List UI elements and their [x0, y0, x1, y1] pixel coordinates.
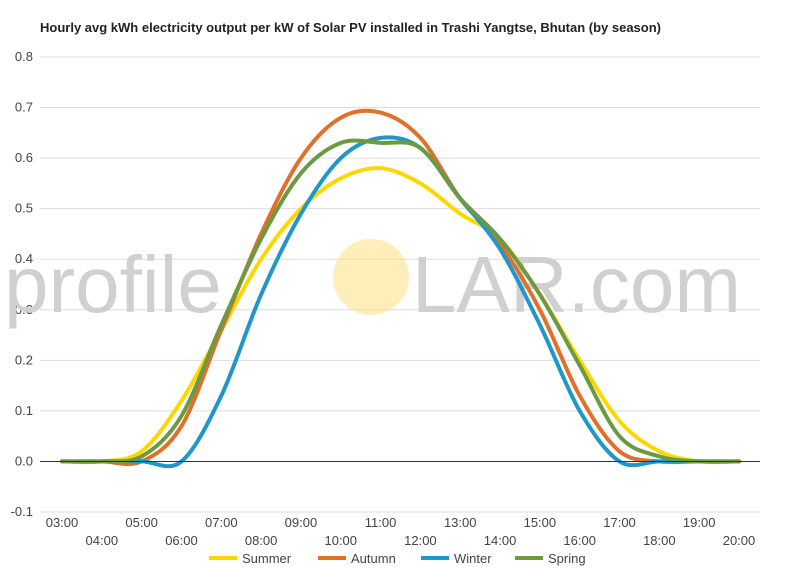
y-tick-label: 0.3: [15, 302, 33, 317]
y-tick-label: -0.1: [11, 504, 33, 519]
watermark: profile S LAR.com: [4, 239, 741, 329]
y-tick-label: 0.0: [15, 453, 33, 468]
legend: Summer Autumn Winter Spring: [209, 551, 586, 566]
x-axis-ticks: 03:00 04:00 05:00 06:00 07:00 08:00 09:00 10:00…: [46, 515, 756, 548]
y-tick-label: 0.1: [15, 403, 33, 418]
legend-label-winter: Winter: [454, 551, 492, 566]
x-tick-label: 03:00: [46, 515, 79, 530]
x-tick-label: 20:00: [723, 533, 756, 548]
x-tick-label: 18:00: [643, 533, 676, 548]
x-tick-label: 05:00: [125, 515, 158, 530]
x-tick-label: 16:00: [563, 533, 596, 548]
x-tick-label: 10:00: [324, 533, 357, 548]
x-tick-label: 09:00: [285, 515, 318, 530]
y-tick-label: 0.5: [15, 201, 33, 216]
y-tick-label: 0.4: [15, 251, 33, 266]
watermark-right: LAR.com: [412, 240, 741, 329]
watermark-sun-letter: S: [346, 240, 399, 329]
x-tick-label: 14:00: [484, 533, 517, 548]
series-line-autumn: [60, 108, 741, 466]
y-tick-label: 0.6: [15, 150, 33, 165]
y-tick-label: 0.2: [15, 352, 33, 367]
x-tick-label: 12:00: [404, 533, 437, 548]
y-tick-label: 0.7: [15, 100, 33, 115]
x-tick-label: 04:00: [86, 533, 119, 548]
x-tick-label: 11:00: [365, 515, 397, 530]
legend-label-summer: Summer: [242, 551, 292, 566]
x-tick-label: 06:00: [165, 533, 198, 548]
x-tick-label: 13:00: [444, 515, 477, 530]
legend-label-spring: Spring: [548, 551, 586, 566]
y-tick-label: 0.8: [15, 49, 33, 64]
chart-title: Hourly avg kWh electricity output per kW…: [40, 20, 661, 35]
legend-label-autumn: Autumn: [351, 551, 396, 566]
series-line-spring: [60, 138, 741, 464]
x-tick-label: 19:00: [683, 515, 716, 530]
series-line-summer: [60, 166, 741, 465]
x-tick-label: 08:00: [245, 533, 278, 548]
x-tick-label: 15:00: [524, 515, 557, 530]
x-tick-label: 07:00: [205, 515, 238, 530]
x-tick-label: 17:00: [603, 515, 636, 530]
watermark-sun-icon: [333, 239, 409, 315]
watermark-left: profile: [4, 240, 222, 329]
y-axis-ticks: 0.8 0.7 0.6 0.5 0.4 0.3 0.2 0.1 0.0 -0.1: [11, 49, 33, 519]
